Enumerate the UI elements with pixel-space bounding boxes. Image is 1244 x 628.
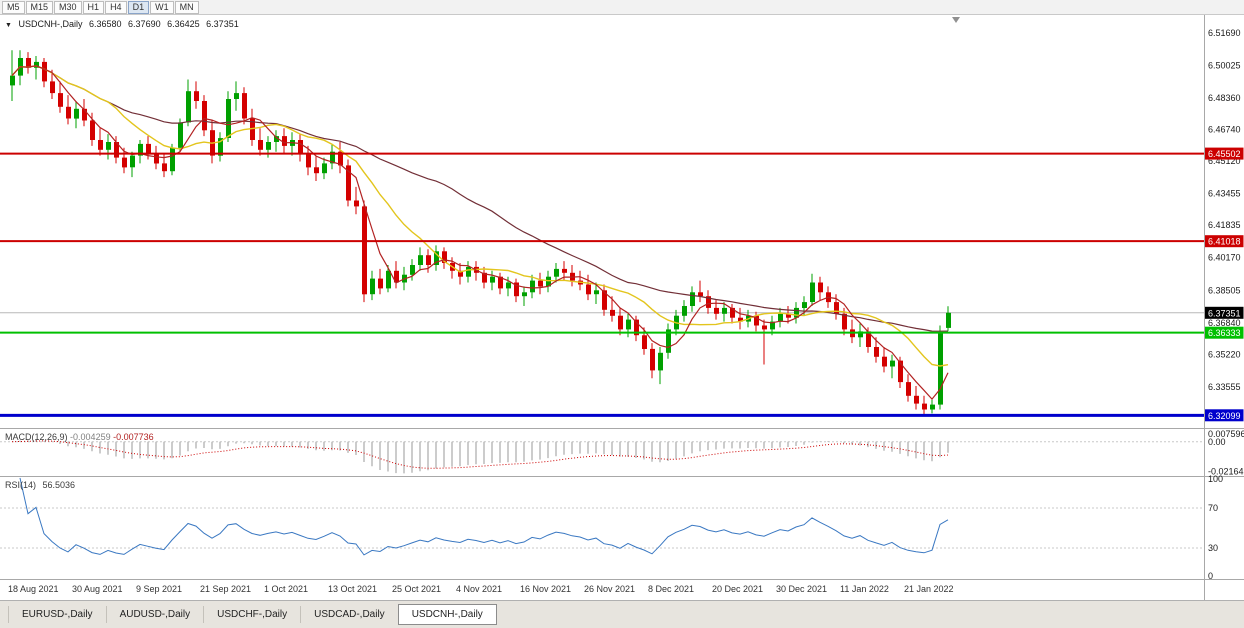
svg-text:30 Dec 2021: 30 Dec 2021: [776, 584, 827, 594]
svg-text:100: 100: [1208, 474, 1223, 484]
svg-text:-0.02164: -0.02164: [1208, 467, 1244, 477]
chart-tab-audusd[interactable]: AUDUSD-,Daily: [107, 606, 205, 623]
last-price-label: 6.37351: [1204, 306, 1244, 319]
svg-text:6.36840: 6.36840: [1208, 318, 1241, 328]
svg-text:9 Sep 2021: 9 Sep 2021: [136, 584, 182, 594]
chart-shift-marker-icon[interactable]: [952, 17, 960, 23]
ohlc-high: 6.37690: [128, 19, 161, 29]
timeframe-button-h4[interactable]: H4: [105, 0, 127, 14]
ma-mid-line: [11, 65, 949, 367]
svg-text:6.38505: 6.38505: [1208, 285, 1241, 295]
svg-text:6.45502: 6.45502: [1208, 149, 1241, 159]
chart-window: 6.51690 6.50025 6.48360 6.46740 6.45120 6.434…: [0, 15, 1244, 600]
svg-text:0: 0: [1208, 571, 1213, 581]
rsi-name: RSI(14): [5, 480, 37, 490]
timeframe-button-mn[interactable]: MN: [174, 0, 199, 14]
chart-tab-eurusd[interactable]: EURUSD-,Daily: [8, 606, 107, 623]
svg-text:0.00: 0.00: [1208, 437, 1226, 447]
timeframe-toolbar: M5 M15 M30 H1 H4 D1 W1 MN: [0, 0, 1244, 15]
ohlc-low: 6.36425: [167, 19, 200, 29]
svg-text:4 Nov 2021: 4 Nov 2021: [456, 584, 502, 594]
svg-text:6.41018: 6.41018: [1208, 237, 1241, 247]
svg-text:11 Jan 2022: 11 Jan 2022: [840, 584, 889, 594]
svg-text:30 Aug 2021: 30 Aug 2021: [72, 584, 123, 594]
timeframe-button-w1[interactable]: W1: [150, 0, 174, 14]
svg-text:6.32099: 6.32099: [1208, 411, 1241, 421]
svg-text:6.50025: 6.50025: [1208, 60, 1241, 70]
timeframe-button-m5[interactable]: M5: [2, 0, 25, 14]
svg-text:6.51690: 6.51690: [1208, 28, 1241, 38]
ohlc-open: 6.36580: [88, 19, 122, 29]
price-axis: 6.51690 6.50025 6.48360 6.46740 6.45120 6.434…: [1208, 28, 1241, 392]
resistance-line-upper-price-label: 6.45502: [1204, 147, 1244, 160]
macd-indicator-label: MACD(12,26,9) -0.004259 -0.007736: [5, 432, 154, 442]
svg-text:6.36333: 6.36333: [1208, 328, 1241, 338]
resistance-line-lower-price-label: 6.41018: [1204, 235, 1244, 248]
chart-tab-bar: EURUSD-,Daily AUDUSD-,Daily USDCHF-,Daily U…: [0, 600, 1244, 628]
svg-text:6.48360: 6.48360: [1208, 93, 1241, 103]
chart-canvas[interactable]: 6.51690 6.50025 6.48360 6.46740 6.45120 6.434…: [0, 15, 1244, 600]
svg-text:21 Jan 2022: 21 Jan 2022: [904, 584, 954, 594]
ohlc-close: 6.37351: [206, 19, 239, 29]
svg-text:6.46740: 6.46740: [1208, 125, 1241, 135]
candlesticks-layer: [10, 50, 951, 415]
chart-tab-usdcnh[interactable]: USDCNH-,Daily: [397, 604, 497, 625]
timeframe-button-d1[interactable]: D1: [127, 0, 150, 14]
svg-text:6.45120: 6.45120: [1208, 156, 1241, 166]
chart-background: [0, 15, 1244, 600]
timeframe-button-m30[interactable]: M30: [54, 0, 82, 14]
macd-histogram: [19, 439, 949, 474]
chart-tab-usdchf[interactable]: USDCHF-,Daily: [204, 606, 302, 623]
support-line-blue-price-label: 6.32099: [1204, 409, 1244, 422]
chart-title: ▼ USDCNH-,Daily 6.36580 6.37690 6.36425 …: [5, 19, 243, 29]
date-axis: 18 Aug 2021 30 Aug 2021 9 Sep 2021 21 Sep 2…: [8, 584, 954, 594]
chart-tab-usdcad[interactable]: USDCAD-,Daily: [301, 606, 399, 623]
rsi-axis: 100 70 30 0: [1208, 474, 1223, 581]
macd-name: MACD(12,26,9): [5, 432, 68, 442]
macd-main-value: -0.004259: [70, 432, 111, 442]
svg-text:13 Oct 2021: 13 Oct 2021: [328, 584, 377, 594]
svg-text:18 Aug 2021: 18 Aug 2021: [8, 584, 59, 594]
svg-text:16 Nov 2021: 16 Nov 2021: [520, 584, 571, 594]
macd-signal-value: -0.007736: [113, 432, 154, 442]
svg-text:26 Nov 2021: 26 Nov 2021: [584, 584, 635, 594]
rsi-line: [19, 477, 949, 556]
svg-text:30: 30: [1208, 543, 1218, 553]
svg-text:6.35220: 6.35220: [1208, 349, 1241, 359]
svg-text:6.40170: 6.40170: [1208, 253, 1241, 263]
timeframe-button-m15[interactable]: M15: [25, 0, 54, 14]
ma-fast-line: [11, 65, 949, 401]
svg-text:25 Oct 2021: 25 Oct 2021: [392, 584, 441, 594]
svg-text:21 Sep 2021: 21 Sep 2021: [200, 584, 251, 594]
svg-text:6.33555: 6.33555: [1208, 382, 1241, 392]
chart-symbol: USDCNH-,Daily: [18, 19, 83, 29]
svg-text:8 Dec 2021: 8 Dec 2021: [648, 584, 694, 594]
symbol-dropdown-triangle-icon[interactable]: ▼: [5, 22, 12, 29]
ma-slow-line: [11, 65, 949, 332]
svg-text:6.37351: 6.37351: [1208, 308, 1241, 318]
svg-text:6.43455: 6.43455: [1208, 189, 1241, 199]
svg-text:20 Dec 2021: 20 Dec 2021: [712, 584, 763, 594]
support-line-green-price-label: 6.36333: [1204, 326, 1244, 339]
svg-text:1 Oct 2021: 1 Oct 2021: [264, 584, 308, 594]
rsi-value: 56.5036: [42, 480, 76, 490]
timeframe-button-h1[interactable]: H1: [82, 0, 105, 14]
svg-text:70: 70: [1208, 503, 1218, 513]
svg-text:6.41835: 6.41835: [1208, 220, 1241, 230]
rsi-indicator-label: RSI(14) 56.5036: [5, 480, 79, 490]
svg-text:0.007596: 0.007596: [1208, 429, 1244, 439]
